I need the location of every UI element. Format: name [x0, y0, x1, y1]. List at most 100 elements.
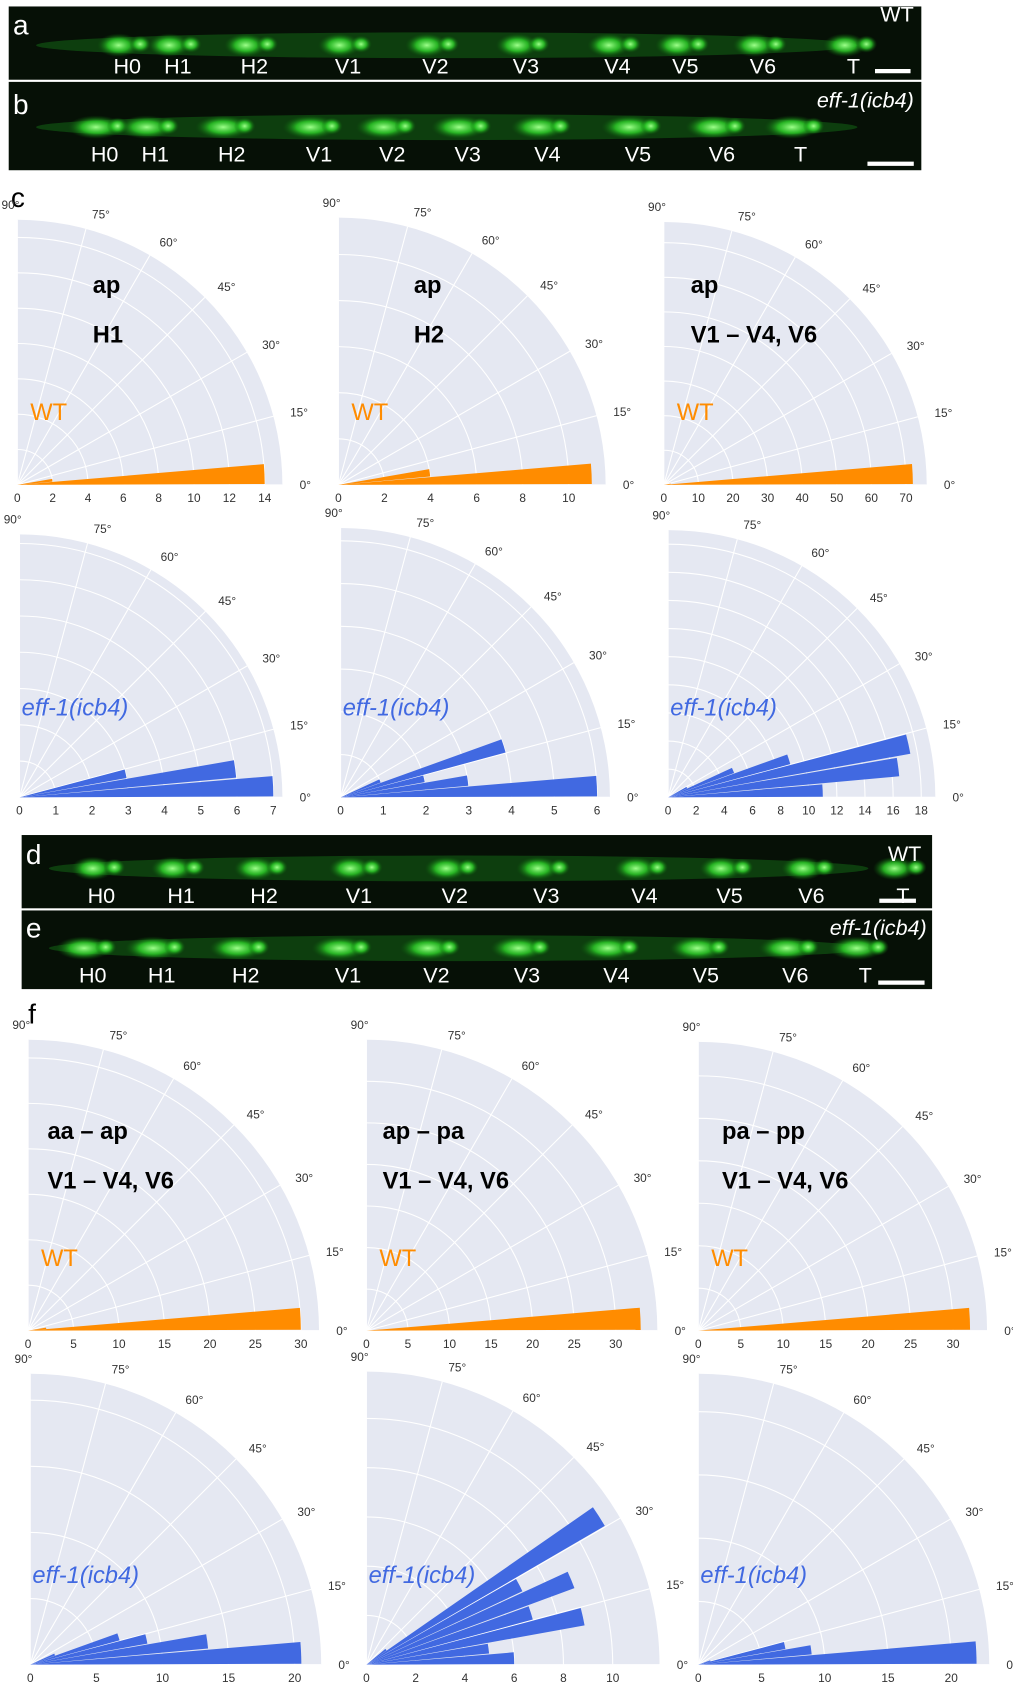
r-tick-label: 2 — [423, 804, 430, 818]
theta-tick-label: 90° — [325, 506, 343, 520]
r-tick-label: 70 — [899, 491, 913, 505]
theta-tick-label: 60° — [161, 550, 179, 564]
r-tick-label: 5 — [93, 1671, 100, 1685]
cell-label: T — [896, 884, 909, 908]
theta-tick-label: 15° — [943, 718, 961, 732]
theta-tick-label: 75° — [416, 516, 434, 530]
cell-label: V5 — [693, 964, 719, 988]
nucleus-glow — [104, 859, 126, 876]
r-tick-label: 8 — [155, 491, 162, 505]
theta-tick-label: 0° — [953, 791, 965, 805]
r-tick-label: 12 — [830, 804, 843, 818]
r-tick-label: 18 — [915, 804, 929, 818]
r-tick-label: 10 — [112, 1337, 126, 1351]
theta-tick-label: 45° — [585, 1108, 603, 1122]
r-tick-label: 20 — [526, 1337, 540, 1351]
theta-tick-label: 60° — [485, 544, 503, 558]
chart-subtitle: V1 – V4, V6 — [383, 1168, 509, 1194]
theta-tick-label: 30° — [635, 1504, 653, 1518]
theta-tick-label: 45° — [586, 1440, 604, 1454]
theta-tick-label: 90° — [14, 1352, 32, 1366]
theta-tick-label: 90° — [351, 1350, 369, 1364]
theta-tick-label: 60° — [522, 1059, 540, 1073]
cell-label: V1 — [335, 964, 361, 988]
panel-letter: b — [13, 89, 29, 120]
chart-title: pa – pp — [722, 1119, 805, 1145]
theta-tick-label: 45° — [218, 280, 236, 294]
panel-letter: a — [13, 9, 29, 40]
r-tick-label: 15 — [881, 1671, 895, 1685]
r-tick-label: 10 — [443, 1337, 457, 1351]
theta-tick-label: 0° — [944, 478, 956, 492]
theta-tick-label: 75° — [743, 518, 761, 532]
cell-label: V4 — [534, 143, 560, 167]
r-tick-label: 10 — [156, 1671, 170, 1685]
theta-tick-label: 30° — [262, 652, 280, 666]
cell-label: H2 — [241, 54, 269, 78]
theta-tick-label: 30° — [965, 1505, 983, 1519]
nucleus-glow — [549, 859, 571, 876]
r-tick-label: 25 — [568, 1337, 582, 1351]
r-tick-label: 2 — [381, 491, 388, 505]
r-tick-label: 15 — [485, 1337, 499, 1351]
chart-title: ap — [93, 273, 121, 299]
cell-label: H1 — [148, 964, 176, 988]
r-tick-label: 0 — [25, 1337, 32, 1351]
r-tick-label: 10 — [777, 1337, 791, 1351]
theta-tick-label: 75° — [92, 208, 110, 222]
theta-tick-label: 15° — [617, 717, 635, 731]
theta-tick-label: 75° — [779, 1030, 797, 1044]
nucleus-glow — [394, 117, 416, 134]
theta-tick-label: 60° — [160, 236, 178, 250]
cell-label: V5 — [716, 884, 742, 908]
theta-tick-label: 30° — [915, 649, 933, 663]
r-tick-label: 5 — [70, 1337, 77, 1351]
series-label: WT — [41, 1246, 78, 1272]
theta-tick-label: 90° — [12, 1018, 30, 1032]
cell-label: T — [794, 143, 807, 167]
theta-tick-label: 60° — [805, 237, 823, 251]
r-tick-label: 25 — [249, 1337, 263, 1351]
cell-label: V1 — [335, 54, 361, 78]
cell-label: V4 — [631, 884, 657, 908]
r-tick-label: 6 — [234, 804, 241, 818]
series-label: WT — [351, 400, 388, 426]
cell-label: V4 — [604, 54, 630, 78]
r-tick-label: 0 — [661, 491, 668, 505]
theta-tick-label: 90° — [323, 196, 341, 210]
r-tick-label: 0 — [27, 1671, 34, 1685]
r-tick-label: 10 — [187, 491, 201, 505]
genotype-label: WT — [880, 3, 913, 27]
cell-label: H1 — [167, 884, 195, 908]
cell-label: H0 — [79, 964, 107, 988]
cell-label: H1 — [164, 54, 192, 78]
panel-letter: d — [26, 839, 42, 870]
nucleus-glow — [457, 859, 479, 876]
cell-label: V6 — [709, 143, 735, 167]
genotype-label: eff-1(icb4) — [830, 916, 927, 940]
theta-tick-label: 75° — [94, 522, 112, 536]
series-label: WT — [30, 400, 67, 426]
r-tick-label: 2 — [49, 491, 56, 505]
series-label: eff-1(icb4) — [32, 1563, 139, 1589]
theta-tick-label: 0° — [336, 1324, 348, 1338]
r-tick-label: 0 — [337, 804, 344, 818]
nucleus-glow — [732, 859, 754, 876]
r-tick-label: 20 — [288, 1671, 302, 1685]
theta-tick-label: 0° — [300, 791, 312, 805]
cell-label: V5 — [672, 54, 698, 78]
r-tick-label: 10 — [606, 1671, 620, 1685]
panel-letter: e — [26, 912, 42, 943]
nucleus-glow — [180, 36, 202, 53]
nucleus-glow — [266, 859, 288, 876]
theta-tick-label: 45° — [870, 591, 888, 605]
r-tick-label: 2 — [693, 804, 700, 818]
theta-tick-label: 15° — [328, 1579, 346, 1593]
nucleus-glow — [164, 938, 186, 955]
r-tick-label: 7 — [270, 804, 277, 818]
theta-tick-label: 45° — [218, 594, 236, 608]
cell-label: V5 — [625, 143, 651, 167]
series-label: WT — [379, 1246, 416, 1272]
theta-tick-label: 0° — [627, 791, 639, 805]
cell-label: H2 — [218, 143, 246, 167]
